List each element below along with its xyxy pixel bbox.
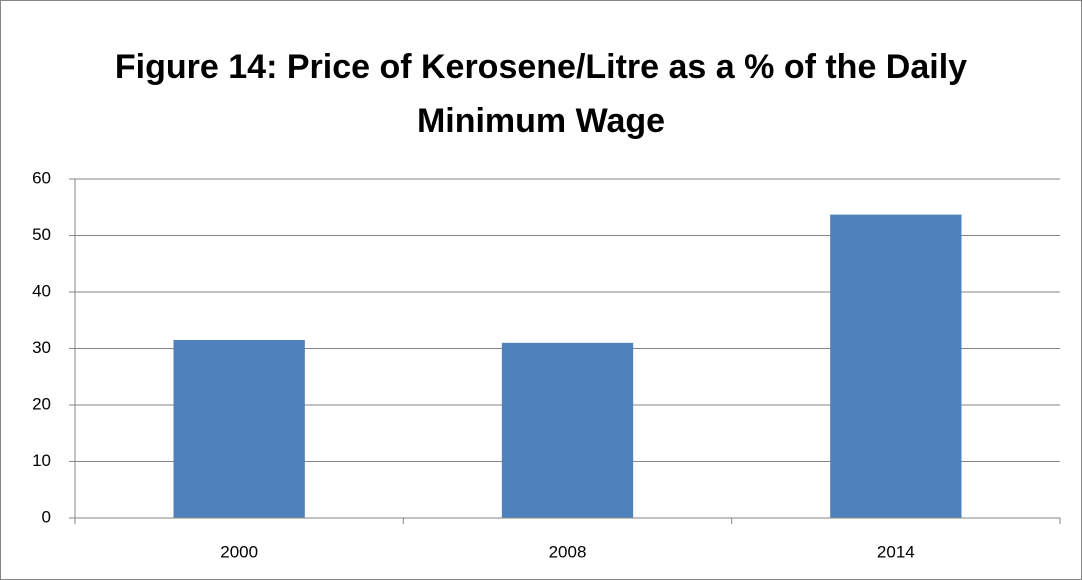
x-tick-label: 2008: [549, 542, 587, 561]
x-tick-label: 2014: [877, 542, 915, 561]
y-tick-label: 0: [42, 507, 51, 526]
y-tick-label: 30: [32, 338, 51, 357]
bar: [501, 342, 634, 518]
bar: [830, 214, 962, 518]
y-tick-label: 10: [32, 451, 51, 470]
y-tick-label: 20: [32, 394, 51, 413]
y-tick-label: 60: [32, 168, 51, 187]
bar: [173, 340, 305, 518]
chart-title: Figure 14: Price of Kerosene/Litre as a …: [114, 48, 968, 140]
y-tick-label: 50: [32, 225, 51, 244]
y-tick-label: 40: [32, 281, 51, 300]
x-tick-label: 2000: [220, 542, 258, 561]
